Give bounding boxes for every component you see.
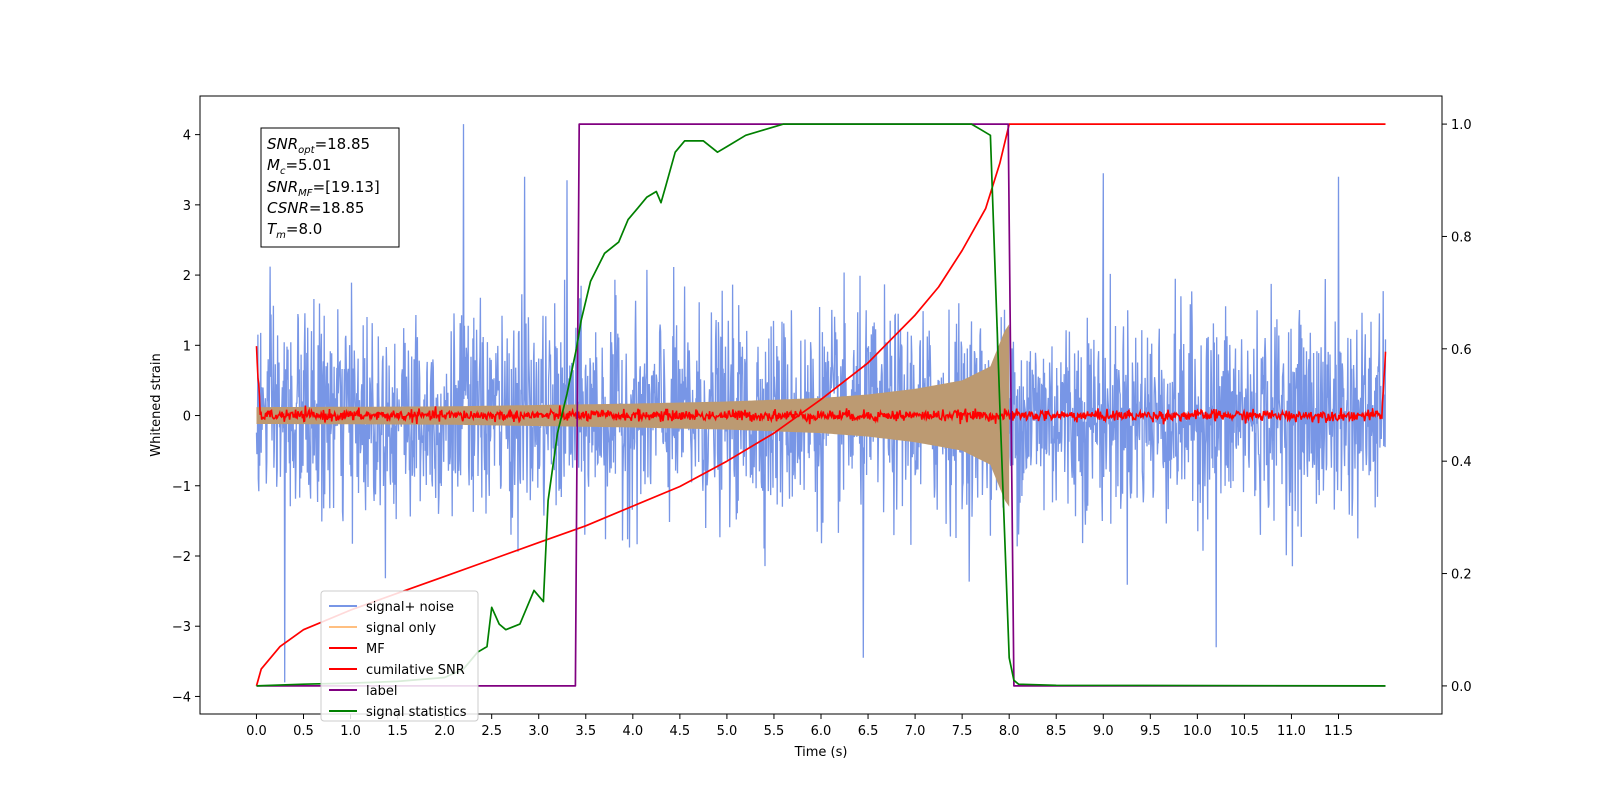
x-tick-label: 8.5 bbox=[1046, 724, 1067, 739]
x-tick-label: 4.5 bbox=[670, 724, 691, 739]
x-tick-label: 2.5 bbox=[481, 724, 502, 739]
legend-label: signal+ noise bbox=[366, 600, 454, 615]
y-right-tick-label: 0.2 bbox=[1451, 568, 1472, 583]
legend-label: MF bbox=[366, 642, 385, 657]
info-mc: Mc=5.01 bbox=[267, 156, 331, 177]
y-axis-left-label: Whitened strain bbox=[149, 353, 164, 456]
x-tick-label: 11.0 bbox=[1277, 724, 1306, 739]
y-left-tick-label: 2 bbox=[183, 269, 191, 284]
legend-label: signal statistics bbox=[366, 705, 467, 720]
info-snr-opt: SNRopt=18.85 bbox=[267, 135, 370, 156]
legend-label: label bbox=[366, 684, 397, 699]
info-box-frame bbox=[260, 127, 400, 248]
x-tick-label: 9.5 bbox=[1140, 724, 1161, 739]
series-mf bbox=[255, 346, 1387, 425]
y-left-tick-label: −4 bbox=[172, 690, 191, 705]
x-tick-label: 8.0 bbox=[999, 724, 1020, 739]
info-csnr: CSNR=18.85 bbox=[267, 199, 364, 217]
x-tick-label: 7.5 bbox=[952, 724, 973, 739]
y-left-tick-label: −1 bbox=[172, 480, 191, 495]
x-tick-label: 9.0 bbox=[1093, 724, 1114, 739]
y-left-tick-label: −2 bbox=[172, 550, 191, 565]
x-tick-label: 6.0 bbox=[811, 724, 832, 739]
x-tick-label: 1.5 bbox=[387, 724, 408, 739]
y-left-tick-label: 1 bbox=[183, 339, 191, 354]
legend-frame bbox=[320, 590, 479, 722]
y-left-tick-label: 3 bbox=[183, 199, 191, 214]
info-snr-mf: SNRMF=[19.13] bbox=[267, 178, 380, 199]
x-tick-label: 10.0 bbox=[1183, 724, 1212, 739]
y-axis-left: −4 −3 −2 −1 0 1 2 3 4 bbox=[172, 129, 200, 705]
y-right-tick-label: 0.0 bbox=[1451, 680, 1472, 695]
x-tick-label: 5.5 bbox=[764, 724, 785, 739]
x-axis: 0.0 0.5 1.0 1.5 2.0 2.5 3.0 3.5 4.0 4.5 5.0 5.5 6.0 6… bbox=[246, 714, 1353, 739]
y-right-tick-label: 1.0 bbox=[1451, 118, 1472, 133]
y-axis-right: 0.0 0.2 0.4 0.6 0.8 1.0 bbox=[1442, 118, 1472, 695]
legend: signal+ noise signal only MF cumilative SNR… bbox=[320, 590, 479, 722]
x-tick-label: 3.5 bbox=[575, 724, 596, 739]
x-tick-label: 4.0 bbox=[622, 724, 643, 739]
y-right-tick-label: 0.8 bbox=[1451, 230, 1472, 245]
y-right-tick-label: 0.6 bbox=[1451, 343, 1472, 358]
legend-label: signal only bbox=[366, 621, 436, 636]
y-left-tick-label: −3 bbox=[172, 620, 191, 635]
x-tick-label: 6.5 bbox=[858, 724, 879, 739]
info-box: SNRopt=18.85 Mc=5.01 SNRMF=[19.13] CSNR=… bbox=[260, 127, 400, 248]
x-axis-label: Time (s) bbox=[794, 745, 848, 760]
info-tm: Tm=8.0 bbox=[267, 220, 322, 241]
y-left-tick-label: 0 bbox=[183, 410, 191, 425]
x-tick-label: 10.5 bbox=[1230, 724, 1259, 739]
x-tick-label: 3.0 bbox=[528, 724, 549, 739]
x-tick-label: 0.5 bbox=[293, 724, 314, 739]
x-tick-label: 5.0 bbox=[717, 724, 738, 739]
y-left-tick-label: 4 bbox=[183, 129, 191, 144]
x-tick-label: 7.0 bbox=[905, 724, 926, 739]
x-tick-label: 0.0 bbox=[246, 724, 267, 739]
x-tick-label: 2.0 bbox=[434, 724, 455, 739]
series-signal-statistics bbox=[256, 123, 1386, 687]
x-tick-label: 11.5 bbox=[1324, 724, 1353, 739]
x-tick-label: 1.0 bbox=[340, 724, 361, 739]
legend-label: cumilative SNR bbox=[366, 663, 465, 678]
y-right-tick-label: 0.4 bbox=[1451, 455, 1472, 470]
